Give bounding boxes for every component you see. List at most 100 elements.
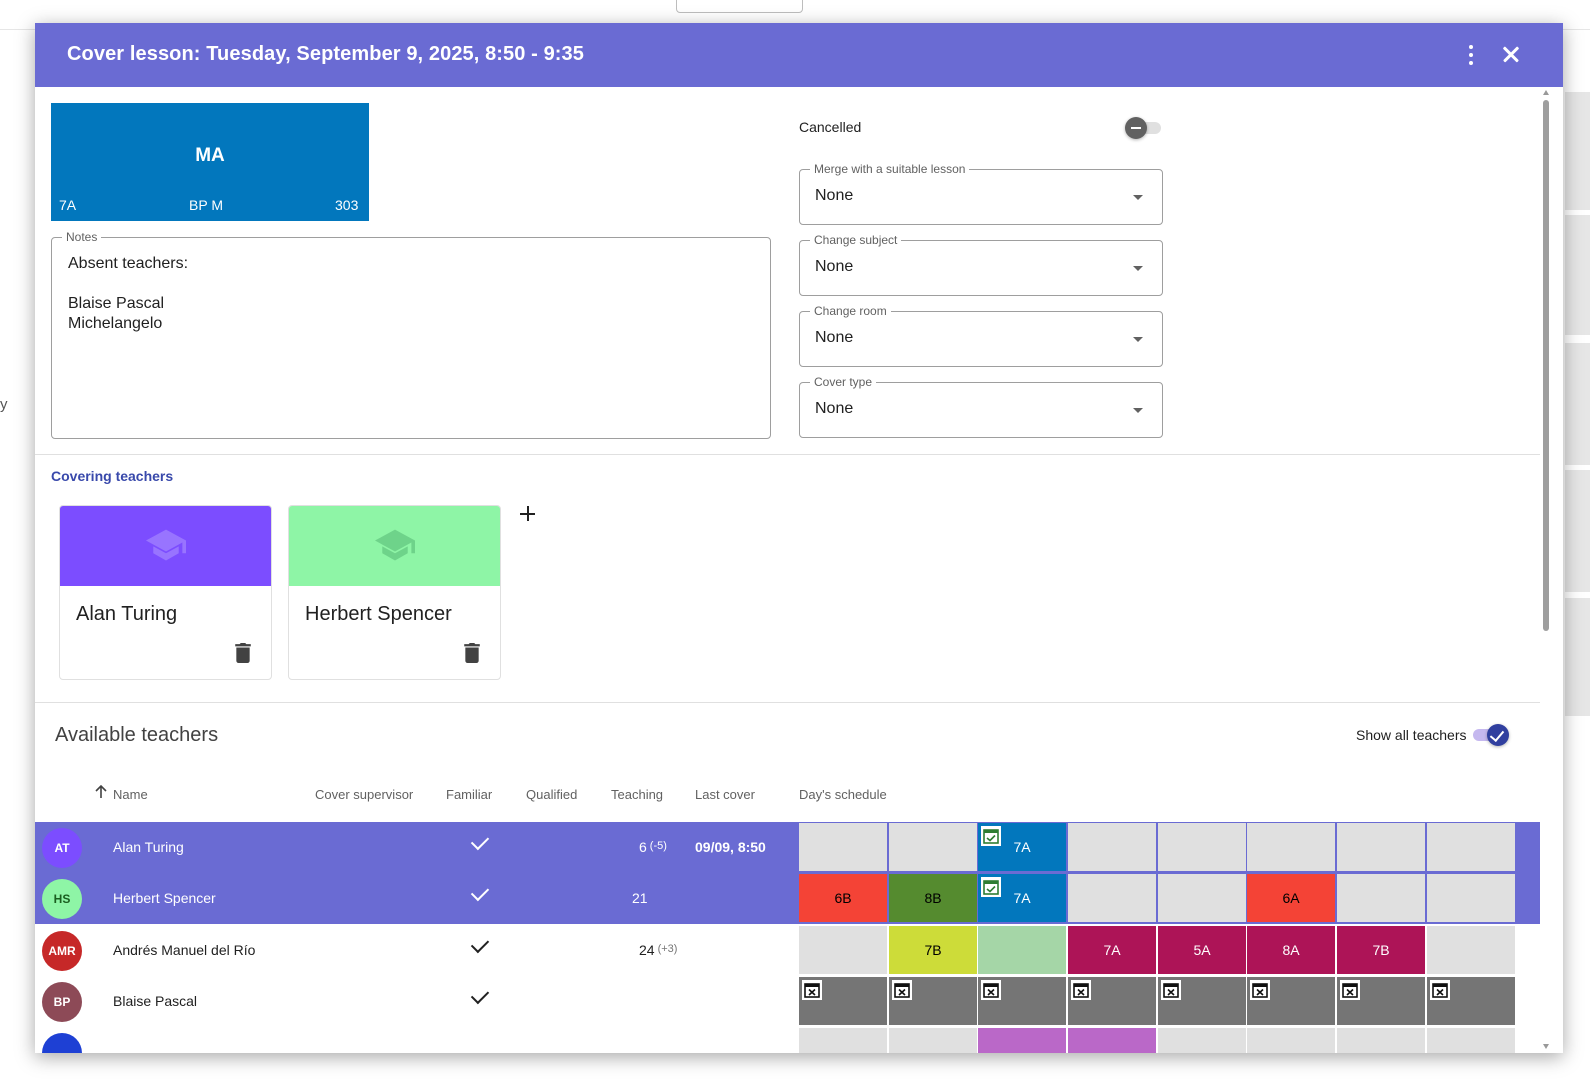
table-row[interactable]: AMR Andrés Manuel del Río 24 (+3) 7B 7A 5A 8A 7B: [35, 925, 1540, 976]
schedule-slot[interactable]: [1427, 1028, 1515, 1053]
teaching-count-value: 6: [639, 839, 647, 855]
schedule-slot[interactable]: 8B: [889, 874, 977, 922]
schedule-slot[interactable]: [1158, 977, 1246, 1025]
select-value: None: [815, 187, 854, 204]
schedule-slot[interactable]: [1337, 823, 1425, 871]
table-row[interactable]: AT Alan Turing 6 (-5) 09/09, 8:50 7A: [35, 822, 1540, 873]
calendar-x-icon: [1430, 980, 1450, 1000]
merge-lesson-select[interactable]: Merge with a suitable lesson None: [799, 162, 1163, 225]
teacher-name: Herbert Spencer: [113, 890, 216, 906]
scroll-down-arrow-icon[interactable]: [1543, 1044, 1549, 1049]
schedule-slot[interactable]: [799, 926, 887, 974]
teaching-diff: (+3): [657, 943, 678, 955]
schedule-slot[interactable]: [1247, 977, 1335, 1025]
schedule-slot[interactable]: [1068, 977, 1156, 1025]
schedule-slot[interactable]: [1337, 977, 1425, 1025]
select-value: None: [815, 258, 854, 275]
table-row[interactable]: HS Herbert Spencer 21 6B 8B 7A 6A: [35, 873, 1540, 924]
close-icon[interactable]: [1495, 39, 1527, 71]
trash-icon[interactable]: [234, 643, 252, 663]
teaching-count-value: 24: [639, 942, 655, 958]
selected-row-edge: [1518, 873, 1531, 924]
dialog-titlebar: Cover lesson: Tuesday, September 9, 2025…: [35, 23, 1563, 87]
schedule-slot[interactable]: [1158, 823, 1246, 871]
select-value: None: [815, 400, 854, 417]
schedule-slot[interactable]: [1158, 874, 1246, 922]
schedule-slot[interactable]: [1068, 874, 1156, 922]
familiar-check-icon: [470, 985, 490, 1005]
calendar-x-icon: [892, 980, 912, 1000]
schedule-slot[interactable]: [799, 977, 887, 1025]
avatar: BP: [42, 982, 82, 1022]
schedule-slot[interactable]: [799, 1028, 887, 1053]
schedule-slot[interactable]: [1427, 977, 1515, 1025]
column-header-qualified[interactable]: Qualified: [526, 787, 578, 802]
schedule-slot[interactable]: [978, 977, 1066, 1025]
cancelled-toggle[interactable]: [1125, 117, 1163, 139]
change-room-select[interactable]: Change room None: [799, 304, 1163, 367]
column-header-teaching[interactable]: Teaching: [611, 787, 664, 802]
schedule-slot[interactable]: [978, 1028, 1066, 1053]
scrollbar[interactable]: [1540, 87, 1552, 1053]
schedule-slot[interactable]: [1427, 874, 1515, 922]
schedule-slot[interactable]: [978, 926, 1066, 974]
schedule-slot[interactable]: 7A: [978, 823, 1066, 871]
notes-text[interactable]: Absent teachers: Blaise Pascal Michelang…: [68, 255, 189, 332]
scrollbar-thumb[interactable]: [1543, 100, 1549, 631]
schedule-slot[interactable]: [889, 1028, 977, 1053]
change-subject-select[interactable]: Change subject None: [799, 233, 1163, 296]
column-header-cover-supervisor[interactable]: Cover supervisor: [315, 787, 414, 802]
schedule-slot[interactable]: 6A: [1247, 874, 1335, 922]
schedule-slot-label: 6A: [1282, 890, 1300, 906]
caret-down-icon: [1133, 266, 1143, 271]
sort-arrow-up-icon[interactable]: [95, 785, 107, 799]
schedule-slot-label: 7B: [924, 942, 942, 958]
schedule-slot[interactable]: [1158, 1028, 1246, 1053]
notes-field[interactable]: Notes Absent teachers: Blaise Pascal Mic…: [51, 230, 771, 439]
schedule-slot[interactable]: [889, 823, 977, 871]
teaching-diff: (-5): [649, 840, 667, 852]
schedule-slot[interactable]: 7A: [1068, 926, 1156, 974]
schedule-slot[interactable]: [1068, 823, 1156, 871]
schedule-slot[interactable]: [799, 823, 887, 871]
teacher-name: Blaise Pascal: [113, 993, 198, 1009]
schedule-slot[interactable]: 8A: [1247, 926, 1335, 974]
schedule-slot-label: 7A: [1103, 942, 1121, 958]
schedule-slot[interactable]: [1427, 823, 1515, 871]
more-vert-icon[interactable]: [1455, 39, 1487, 71]
plus-icon[interactable]: [517, 503, 541, 527]
selected-row-edge: [1518, 822, 1531, 873]
covering-teacher-name: Herbert Spencer: [305, 603, 452, 625]
column-header-last-cover[interactable]: Last cover: [695, 787, 755, 802]
covering-teacher-card[interactable]: Alan Turing: [59, 505, 272, 680]
teaching-count: [632, 993, 635, 1009]
day-schedule: 7B 7A 5A 8A 7B: [799, 926, 1518, 974]
schedule-slot[interactable]: 7B: [1337, 926, 1425, 974]
select-value: None: [815, 329, 854, 346]
schedule-slot[interactable]: [1337, 874, 1425, 922]
covering-teacher-card[interactable]: Herbert Spencer: [288, 505, 501, 680]
schedule-slot[interactable]: [1337, 1028, 1425, 1053]
teaching-count: 24 (+3): [639, 942, 677, 958]
schedule-slot[interactable]: 7A: [978, 874, 1066, 922]
column-header-name[interactable]: Name: [113, 787, 148, 802]
show-all-teachers-toggle[interactable]: [1471, 722, 1511, 748]
lesson-room: 303: [335, 197, 359, 213]
scroll-up-arrow-icon[interactable]: [1543, 90, 1549, 95]
table-row[interactable]: BP Blaise Pascal: [35, 976, 1540, 1027]
calendar-check-icon: [981, 826, 1001, 846]
schedule-slot[interactable]: 7B: [889, 926, 977, 974]
schedule-slot[interactable]: [1247, 823, 1335, 871]
schedule-slot[interactable]: 5A: [1158, 926, 1246, 974]
schedule-slot[interactable]: 6B: [799, 874, 887, 922]
schedule-slot[interactable]: [1247, 1028, 1335, 1053]
schedule-slot[interactable]: [1068, 1028, 1156, 1053]
table-row[interactable]: [35, 1027, 1540, 1053]
cover-type-select[interactable]: Cover type None: [799, 375, 1163, 438]
schedule-slot[interactable]: [1427, 926, 1515, 974]
column-header-familiar[interactable]: Familiar: [446, 787, 493, 802]
schedule-slot[interactable]: [889, 977, 977, 1025]
avatar: HS: [42, 879, 82, 919]
schedule-slot-label: 8A: [1282, 942, 1300, 958]
trash-icon[interactable]: [463, 643, 481, 663]
